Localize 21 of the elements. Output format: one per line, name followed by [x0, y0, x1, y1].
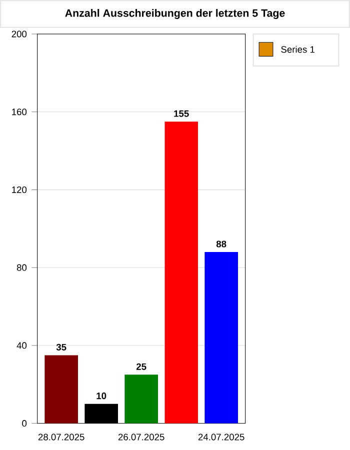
y-tick-label: 80: [16, 264, 27, 271]
data-label: 25: [136, 363, 146, 370]
data-label: 10: [96, 392, 106, 400]
x-tick-label: 24.07.2025: [198, 434, 244, 440]
y-tick-label: 160: [12, 108, 27, 116]
y-tick-label: 40: [16, 342, 27, 349]
legend-label: Series 1: [281, 46, 314, 53]
y-tick-label: 0: [22, 420, 27, 427]
y-tick-label: 200: [12, 30, 27, 38]
x-tick-label: 26.07.2025: [118, 434, 164, 440]
bar: [124, 374, 158, 424]
bar: [164, 122, 198, 424]
chart-title: Anzahl Ausschreibungen der letzten 5 Tage: [65, 8, 285, 19]
bar: [204, 252, 238, 424]
data-label: 35: [56, 344, 66, 350]
x-tick-label: 28.07.2025: [38, 434, 84, 440]
data-label: 155: [174, 110, 189, 117]
data-label: 88: [216, 240, 226, 248]
bar: [44, 355, 78, 424]
y-tick-label: 120: [12, 186, 27, 194]
bar: [84, 404, 118, 424]
